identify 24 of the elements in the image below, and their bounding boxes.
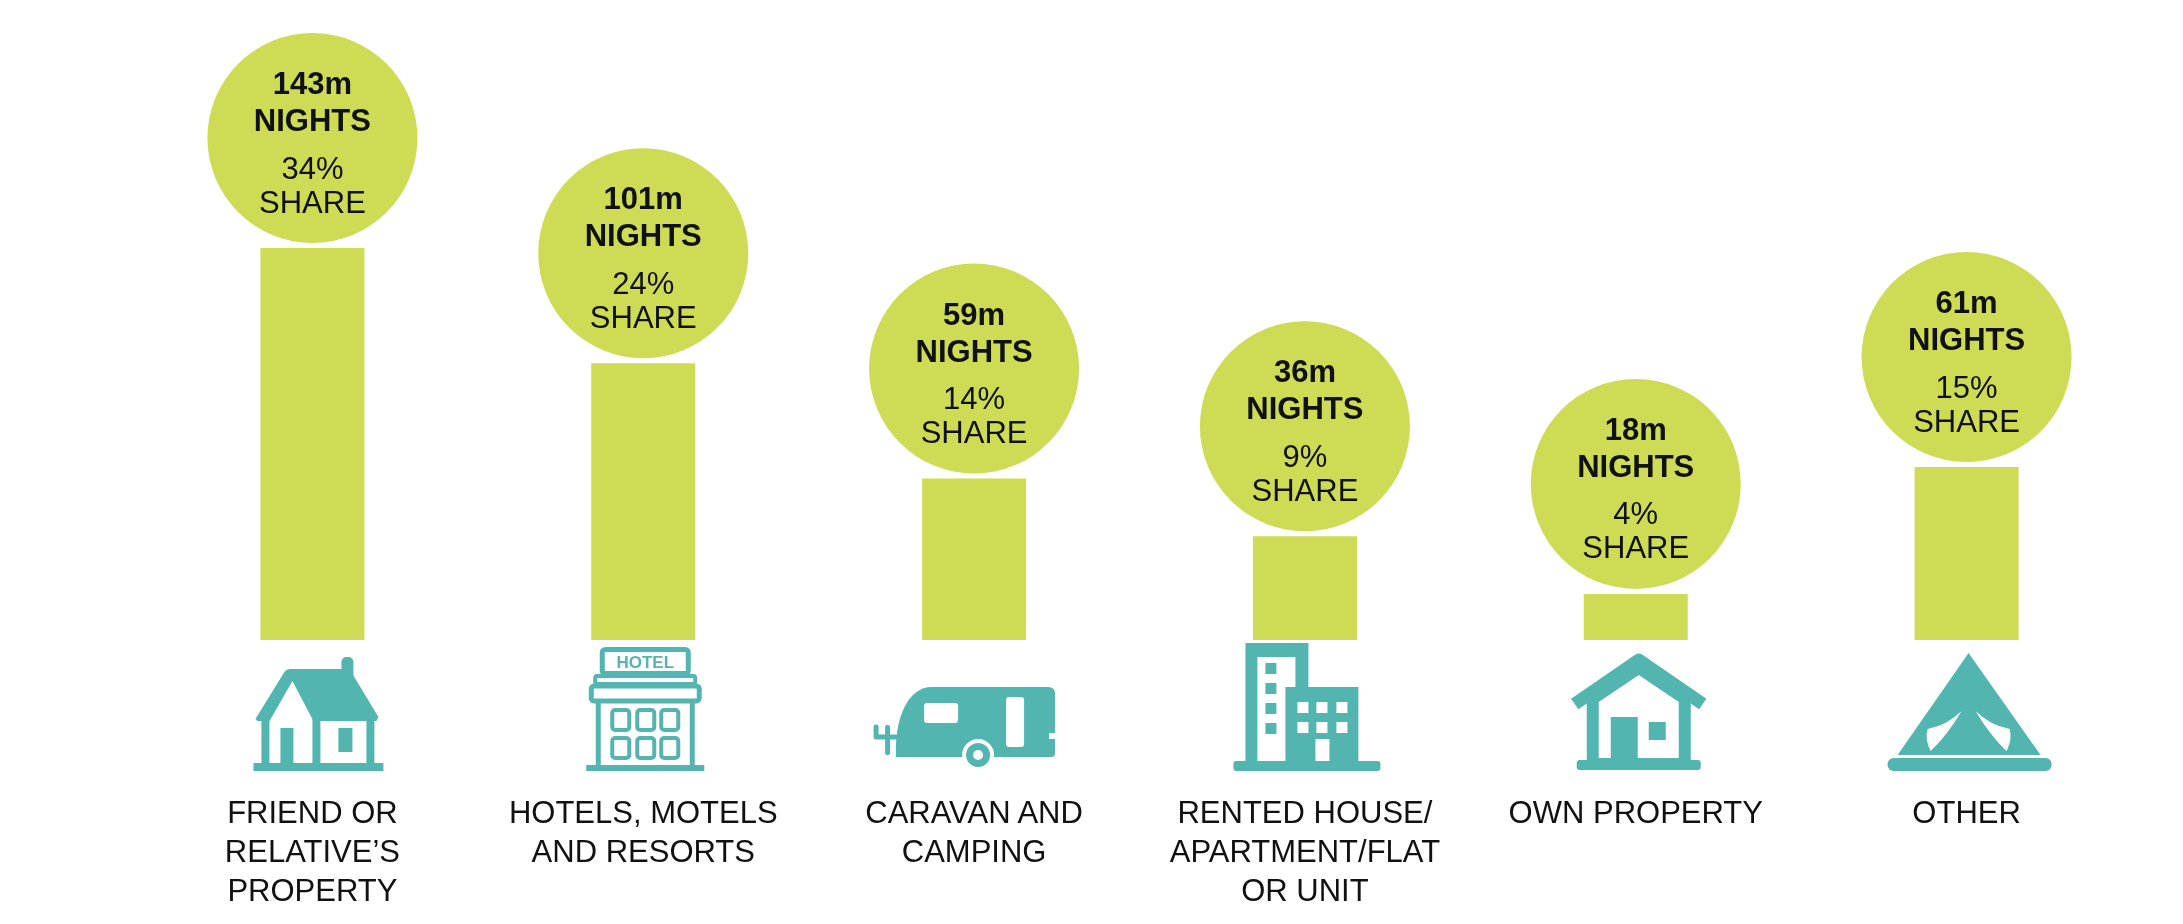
x-tick-label: CARAVAN AND CAMPING <box>865 795 1083 869</box>
x-tick-label: HOTELS, MOTELS AND RESORTS <box>508 795 778 869</box>
bar <box>922 478 1027 640</box>
data-label: 14% SHARE <box>920 381 1028 451</box>
bar <box>1252 536 1357 640</box>
data-label: 9% SHARE <box>1251 438 1359 508</box>
bar <box>1583 593 1688 640</box>
bar <box>1914 467 2019 640</box>
data-label: 15% SHARE <box>1913 369 2020 439</box>
x-tick-label: OWN PROPERTY <box>1508 795 1763 830</box>
annotation: 101m NIGHTS <box>584 181 702 254</box>
x-tick-label: FRIEND OR RELATIVE’S PROPERTY <box>224 795 400 908</box>
annotation: 18m NIGHTS <box>1577 411 1695 484</box>
data-label: 24% SHARE <box>589 265 697 335</box>
annotation: 61m NIGHTS <box>1908 285 2026 358</box>
bar <box>591 363 696 640</box>
annotation: 36m NIGHTS <box>1246 354 1364 427</box>
data-label: 34% SHARE <box>259 150 366 220</box>
x-tick-label: OTHER <box>1912 795 2021 830</box>
annotation: 59m NIGHTS <box>915 296 1033 369</box>
bar <box>260 248 365 640</box>
text: 143m NIGHTS <box>253 66 371 138</box>
data-label: 4% SHARE <box>1582 496 1690 566</box>
x-tick-label: RENTED HOUSE/APARTMENT/FLAT OR UNIT <box>1169 795 1441 908</box>
